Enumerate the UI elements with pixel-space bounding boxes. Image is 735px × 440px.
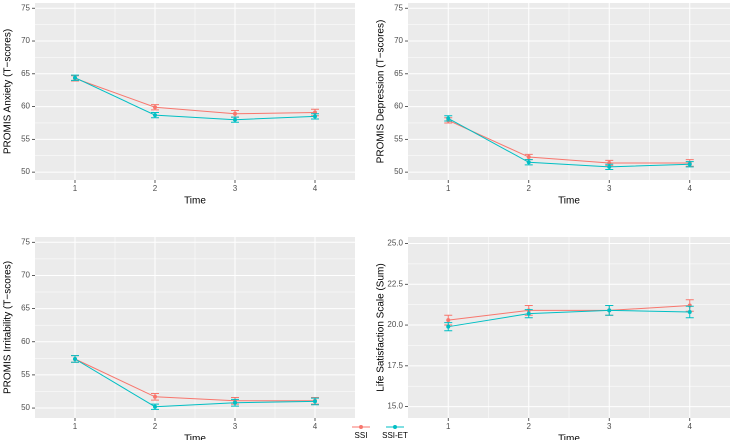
y-tick-label: 50 (21, 403, 30, 412)
x-axis-title: Time (184, 434, 206, 440)
x-tick-label: 2 (527, 422, 532, 431)
point (526, 311, 531, 316)
point (607, 164, 612, 169)
legend-text: SSI-ET (382, 431, 408, 440)
x-tick-label: 4 (313, 184, 318, 193)
series-line (448, 117, 690, 168)
legend-key-point (359, 425, 363, 429)
point (526, 155, 531, 160)
x-tick-label: 3 (607, 422, 612, 431)
series-line (74, 358, 315, 402)
y-tick-label: 75 (394, 3, 403, 12)
point (233, 111, 237, 116)
y-tick-label: 65 (21, 304, 30, 313)
x-tick-label: 3 (233, 422, 238, 431)
series-line (74, 77, 316, 121)
x-axis-title: Time (558, 434, 580, 440)
point (446, 116, 451, 121)
point (446, 324, 451, 329)
y-tick-label: 70 (21, 271, 30, 280)
x-tick-label: 2 (527, 184, 532, 193)
x-tick-label: 1 (73, 184, 78, 193)
point (313, 114, 317, 119)
point (153, 394, 157, 399)
x-tick-label: 1 (446, 184, 451, 193)
y-axis-title: PROMIS Depression (T−scores) (376, 20, 387, 164)
point (153, 105, 157, 110)
legend-key-point (393, 425, 397, 429)
series-line (448, 304, 690, 321)
x-tick-label: 2 (153, 422, 158, 431)
y-tick-label: 55 (21, 134, 30, 143)
x-tick-label: 2 (153, 184, 158, 193)
point (446, 318, 451, 323)
point (153, 404, 157, 409)
y-tick-label: 75 (21, 237, 30, 246)
y-tick-label: 60 (21, 337, 30, 346)
y-tick-label: 20.0 (387, 320, 403, 329)
y-tick-label: 65 (21, 69, 30, 78)
point (233, 117, 237, 122)
y-tick-label: 60 (21, 102, 30, 111)
point (73, 75, 77, 80)
point (687, 162, 692, 167)
series-line (448, 309, 690, 328)
point (607, 308, 612, 313)
y-tick-label: 70 (394, 36, 403, 45)
y-tick-label: 60 (394, 102, 403, 111)
series-line (448, 119, 690, 164)
point (313, 399, 317, 404)
y-axis-title: PROMIS Irritability (T−scores) (3, 261, 14, 394)
y-tick-label: 75 (21, 3, 30, 12)
y-tick-label: 22.5 (387, 279, 403, 288)
y-tick-label: 65 (394, 69, 403, 78)
x-axis-title: Time (184, 196, 206, 207)
y-tick-label: 55 (21, 370, 30, 379)
x-axis-title: Time (558, 196, 580, 207)
series-line (74, 358, 316, 408)
x-tick-label: 4 (688, 422, 693, 431)
y-tick-label: 50 (21, 167, 30, 176)
x-tick-label: 3 (607, 184, 612, 193)
legend-text: SSI (355, 431, 368, 440)
point (73, 356, 77, 361)
point (233, 400, 237, 405)
y-tick-label: 25.0 (387, 239, 403, 248)
y-axis-title: PROMIS Anxiety (T−scores) (3, 29, 14, 154)
x-tick-label: 4 (313, 422, 318, 431)
y-tick-label: 17.5 (387, 361, 403, 370)
x-tick-label: 3 (233, 184, 238, 193)
x-tick-label: 1 (446, 422, 451, 431)
y-axis-title: Life Satisfaction Scale (Sum) (376, 263, 387, 391)
x-tick-label: 4 (688, 184, 693, 193)
series-line (74, 77, 316, 115)
y-tick-label: 15.0 (387, 402, 403, 411)
point (153, 113, 157, 118)
y-tick-label: 55 (394, 134, 403, 143)
y-tick-label: 50 (394, 167, 403, 176)
point (526, 160, 531, 165)
y-tick-label: 70 (21, 36, 30, 45)
x-tick-label: 1 (73, 422, 78, 431)
point (687, 310, 692, 315)
